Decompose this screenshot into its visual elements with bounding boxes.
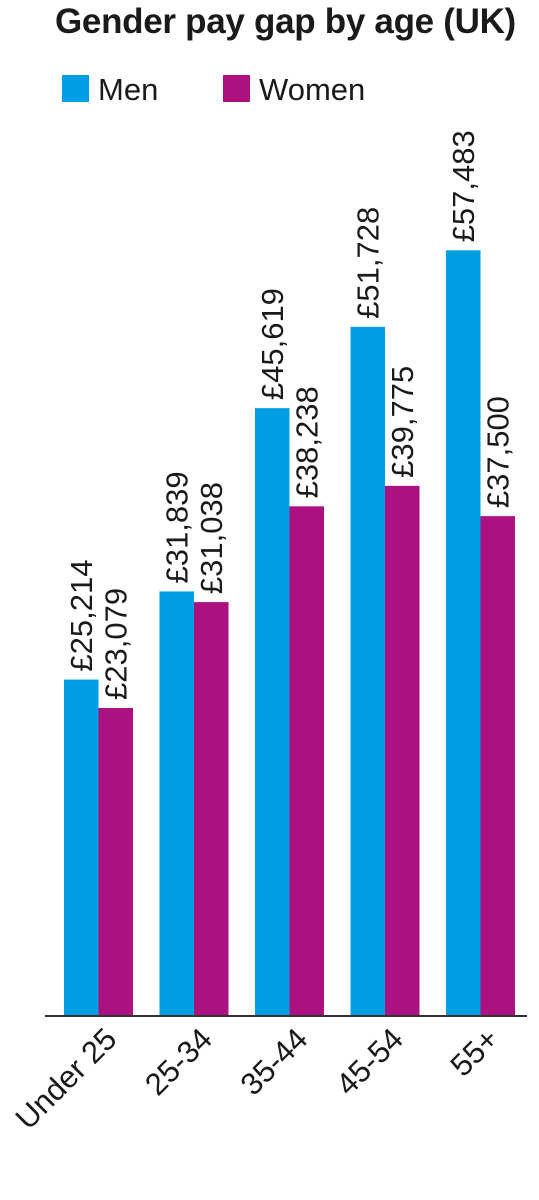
data-label-women-3: £39,775 (385, 366, 420, 478)
data-label-men-0: £25,214 (64, 560, 99, 672)
category-label-0: Under 25 (9, 1021, 124, 1136)
category-label-1: 25-34 (138, 1021, 219, 1102)
legend-swatch-women (223, 75, 250, 102)
bar-women-3 (385, 485, 420, 1015)
data-label-women-1: £31,038 (194, 482, 229, 594)
category-labels-group: Under 25 25-34 35-44 45-54 55+ (9, 1021, 506, 1136)
bar-men-1 (159, 591, 194, 1015)
data-label-women-0: £23,079 (99, 588, 134, 700)
data-label-men-2: £45,619 (255, 288, 290, 400)
category-label-2: 35-44 (234, 1021, 315, 1102)
bars-group (64, 250, 515, 1015)
bar-men-3 (350, 326, 385, 1015)
bar-men-0 (64, 679, 99, 1015)
data-label-men-1: £31,839 (160, 471, 195, 583)
data-label-women-4: £37,500 (481, 396, 516, 508)
bar-women-4 (480, 516, 515, 1015)
value-labels-group: £25,214 £23,079 £31,839 £31,038 £45,619£38,2… (64, 130, 516, 700)
bar-women-1 (194, 602, 229, 1015)
bar-men-4 (446, 250, 481, 1015)
data-label-men-3: £51,728 (351, 207, 386, 319)
chart-title: Gender pay gap by age (UK) (55, 2, 516, 41)
data-label-men-4: £57,483 (446, 130, 481, 242)
bar-men-2 (255, 408, 290, 1015)
legend-label-men: Men (98, 72, 159, 107)
category-label-3: 45-54 (329, 1021, 410, 1102)
legend-swatch-men (62, 75, 89, 102)
bar-women-0 (98, 707, 133, 1015)
category-label-4: 55+ (444, 1021, 506, 1083)
bar-women-2 (289, 506, 324, 1015)
legend-label-women: Women (259, 72, 366, 107)
data-label-women-2: £38,238 (290, 386, 325, 498)
